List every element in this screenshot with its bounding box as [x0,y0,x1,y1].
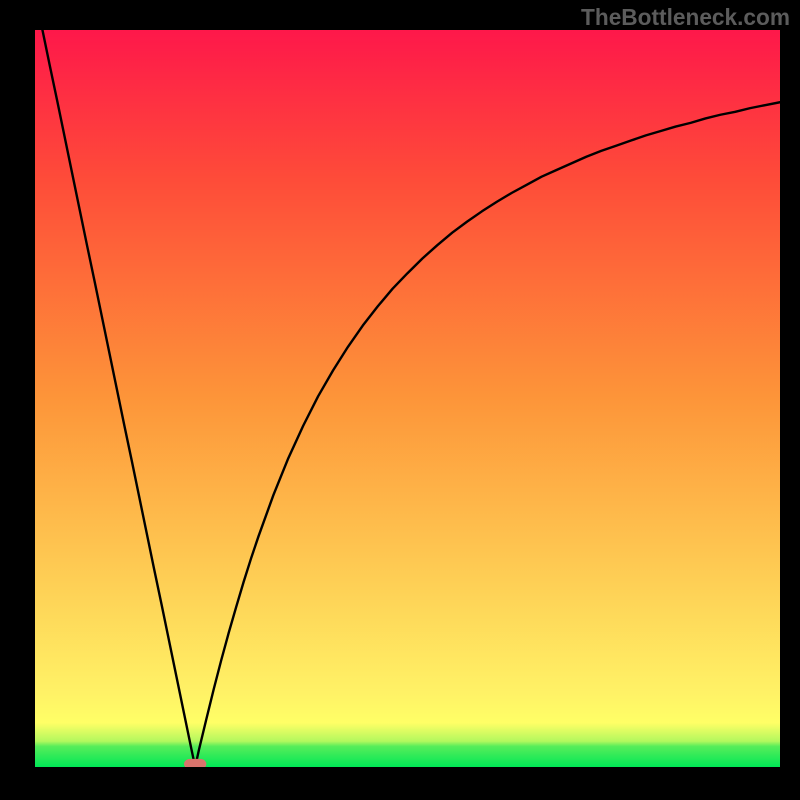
gradient-background [35,30,780,767]
optimal-point-marker [184,759,206,767]
plot-area [35,30,780,767]
chart-frame: TheBottleneck.com [0,0,800,800]
watermark-text: TheBottleneck.com [581,4,790,31]
chart-svg [35,30,780,767]
